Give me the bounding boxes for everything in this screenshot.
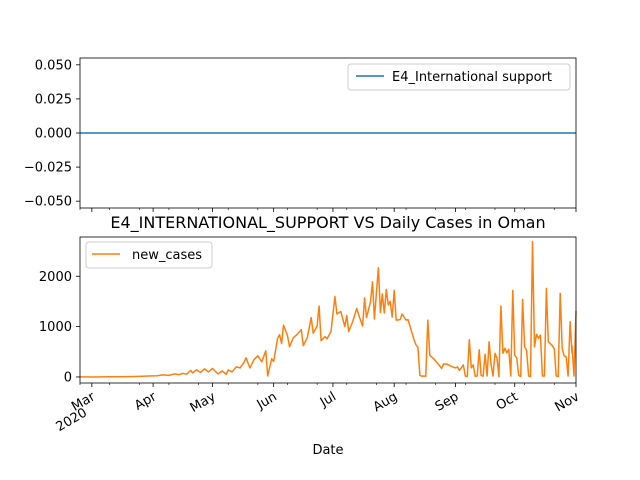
top-subplot: 0.050 0.025 0.000 −0.025 −0.050 E4_Internati… xyxy=(24,57,577,212)
bottom-plot-frame xyxy=(79,236,577,384)
top-y-tick-label: 0.050 xyxy=(35,58,72,73)
top-plot-frame xyxy=(79,57,577,209)
bottom-y-tick-label: 2000 xyxy=(39,270,72,285)
bottom-x-axis-label: Date xyxy=(312,443,343,458)
bottom-series-lines xyxy=(79,240,577,378)
bottom-legend-label: new_cases xyxy=(132,248,202,263)
bottom-y-tick-label: 1000 xyxy=(39,320,72,335)
bottom-legend-box xyxy=(85,241,213,269)
top-y-tick-label: −0.025 xyxy=(24,161,72,176)
top-y-ticks: 0.050 0.025 0.000 −0.025 −0.050 xyxy=(24,58,80,210)
top-y-tick-label: 0.025 xyxy=(35,92,72,107)
bottom-legend: new_cases xyxy=(85,241,213,269)
top-y-tick-label: 0.000 xyxy=(35,127,72,142)
top-legend: E4_International support xyxy=(347,63,571,91)
top-legend-label: E4_International support xyxy=(392,70,552,85)
bottom-chart-title: E4_INTERNATIONAL_SUPPORT VS Daily Cases … xyxy=(110,213,545,233)
bottom-y-tick-label: 0 xyxy=(64,370,72,385)
top-y-tick-label: −0.050 xyxy=(24,195,72,210)
bottom-x-tick-label: Jul xyxy=(317,389,339,410)
bottom-series-line xyxy=(79,240,577,378)
bottom-y-ticks: 0 1000 2000 xyxy=(39,270,80,385)
top-legend-box xyxy=(347,63,571,91)
